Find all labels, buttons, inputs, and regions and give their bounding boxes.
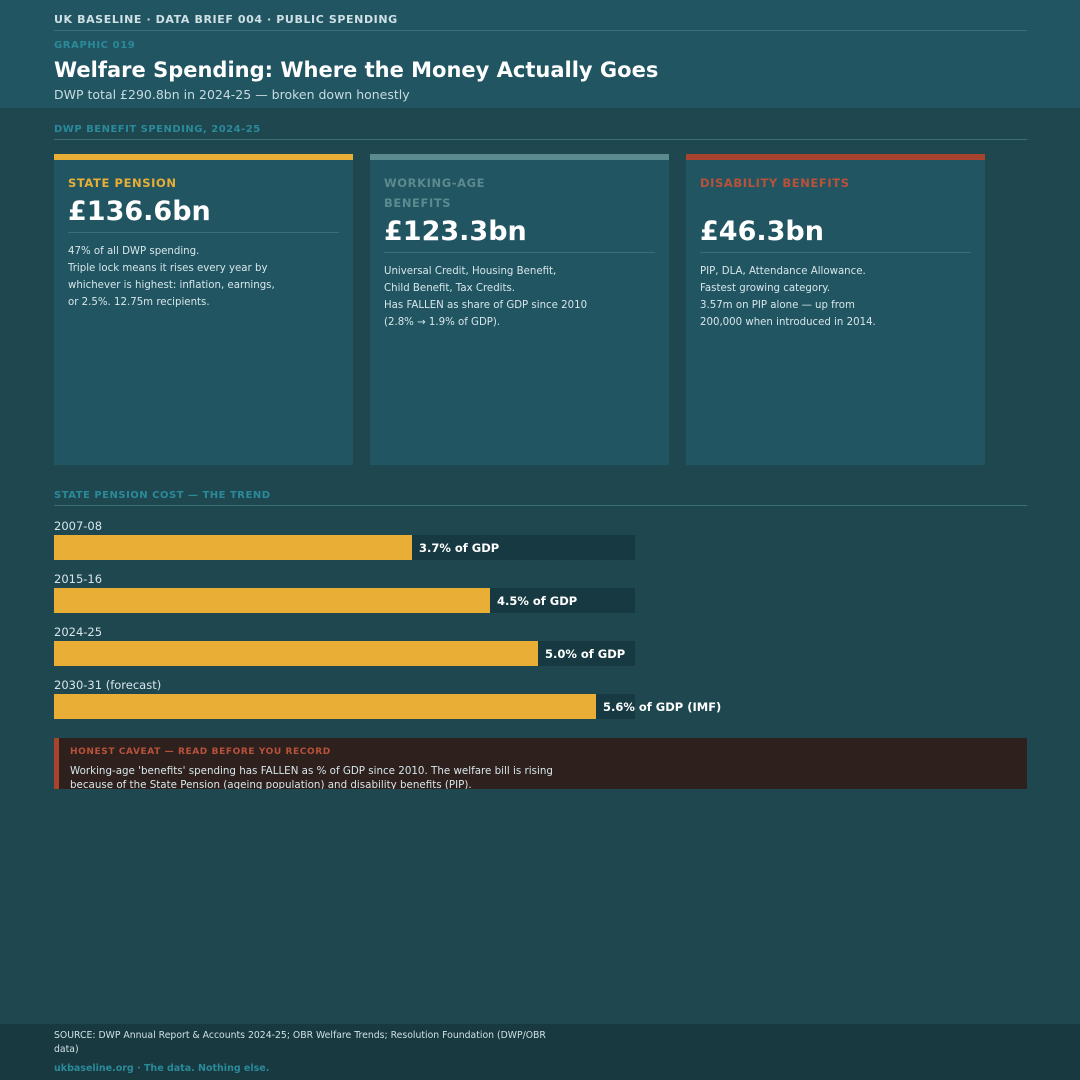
card-description-line: Child Benefit, Tax Credits. (384, 283, 516, 294)
card-divider (700, 252, 971, 253)
card-accent-bar (370, 154, 669, 160)
card-description-line: PIP, DLA, Attendance Allowance. (700, 266, 866, 277)
header: UK BASELINE · DATA BRIEF 004 · PUBLIC SP… (0, 0, 1080, 108)
bar (54, 535, 412, 560)
card-amount: £46.3bn (700, 216, 824, 247)
source-note: SOURCE: DWP Annual Report & Accounts 202… (54, 1030, 546, 1055)
card-state-pension: State Pension £136.6bn 47% of all DWP sp… (54, 154, 353, 465)
card-amount: £136.6bn (68, 196, 211, 227)
bar-category-label: 2007-08 (54, 519, 103, 533)
card-accent-bar (686, 154, 985, 160)
card-description-line: Triple lock means it rises every year by (68, 263, 268, 274)
card-working-age-benefits: Working-age Benefits £123.3bn Universal … (370, 154, 669, 465)
bar-value-label: 5.6% of GDP (IMF) (603, 700, 722, 714)
card-accent-bar (54, 154, 353, 160)
page-subtitle: DWP total £290.8bn in 2024-25 — broken d… (54, 87, 410, 102)
bar-value-label: 5.0% of GDP (545, 647, 626, 661)
card-category: Disability Benefits (700, 176, 850, 190)
bar-category-label: 2030-31 (forecast) (54, 678, 162, 692)
cards-section-divider (54, 139, 1027, 140)
caveat-box: HONEST CAVEAT — READ BEFORE YOU RECORD W… (54, 738, 1027, 789)
page-title: Welfare Spending: Where the Money Actual… (54, 58, 659, 82)
bar-category-label: 2024-25 (54, 625, 103, 639)
card-divider (68, 232, 339, 233)
caveat-accent-bar (54, 738, 59, 789)
card-description: Universal Credit, Housing Benefit, Child… (384, 263, 644, 331)
bar-row: 2024-25 5.0% of GDP (54, 625, 754, 675)
bar-value-label: 3.7% of GDP (419, 541, 500, 555)
card-description-line: or 2.5%. 12.75m recipients. (68, 297, 210, 308)
card-category: Working-age Benefits (384, 176, 486, 210)
graphic-id: GRAPHIC 019 (54, 40, 136, 51)
card-description-line: Fastest growing category. (700, 283, 831, 294)
footer: SOURCE: DWP Annual Report & Accounts 202… (0, 1024, 1080, 1080)
card-description: PIP, DLA, Attendance Allowance. Fastest … (700, 263, 960, 331)
brief-kicker: UK BASELINE · DATA BRIEF 004 · PUBLIC SP… (54, 13, 398, 26)
card-description: 47% of all DWP spending. Triple lock mea… (68, 243, 328, 311)
card-amount: £123.3bn (384, 216, 527, 247)
cards-section-label: DWP BENEFIT SPENDING, 2024-25 (54, 124, 261, 135)
bar-row: 2015-16 4.5% of GDP (54, 572, 754, 622)
card-disability-benefits: Disability Benefits £46.3bn PIP, DLA, At… (686, 154, 985, 465)
card-description-line: 3.57m on PIP alone — up from (700, 300, 855, 311)
caveat-title: HONEST CAVEAT — READ BEFORE YOU RECORD (70, 747, 331, 757)
bar-value-label: 4.5% of GDP (497, 594, 578, 608)
bar-row: 2030-31 (forecast) 5.6% of GDP (IMF) (54, 678, 754, 728)
caveat-text: Working-age 'benefits' spending has FALL… (70, 765, 553, 789)
chart-section-label: STATE PENSION COST — THE TREND (54, 490, 271, 501)
bar-row: 2007-08 3.7% of GDP (54, 519, 754, 569)
header-divider (54, 30, 1027, 31)
card-description-line: 47% of all DWP spending. (68, 246, 200, 257)
card-category: State Pension (68, 176, 177, 190)
bar-category-label: 2015-16 (54, 572, 103, 586)
card-description-line: (2.8% → 1.9% of GDP). (384, 317, 501, 328)
card-description-line: Has FALLEN as share of GDP since 2010 (384, 300, 588, 311)
card-divider (384, 252, 655, 253)
site-link[interactable]: ukbaseline.org · The data. Nothing else. (54, 1063, 270, 1074)
card-description-line: 200,000 when introduced in 2014. (700, 317, 876, 328)
bar (54, 694, 596, 719)
bar (54, 588, 490, 613)
card-description-line: whichever is highest: inflation, earning… (68, 280, 275, 291)
bar (54, 641, 538, 666)
chart-section-divider (54, 505, 1027, 506)
card-description-line: Universal Credit, Housing Benefit, (384, 266, 557, 277)
